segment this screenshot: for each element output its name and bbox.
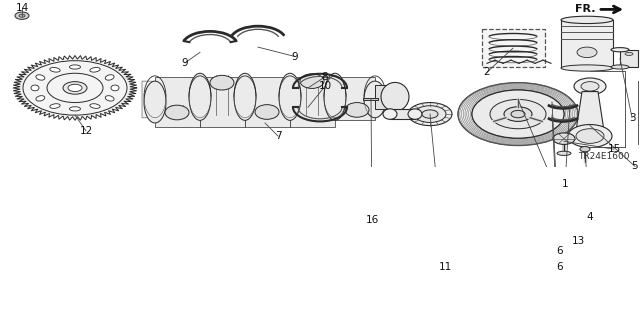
Text: 9: 9 — [182, 58, 188, 68]
Circle shape — [577, 47, 597, 57]
Ellipse shape — [90, 104, 100, 108]
Polygon shape — [363, 98, 378, 100]
Text: 5: 5 — [632, 161, 638, 171]
Ellipse shape — [345, 103, 369, 117]
Ellipse shape — [279, 73, 301, 120]
Text: 11: 11 — [438, 262, 452, 272]
Ellipse shape — [144, 81, 166, 123]
Circle shape — [568, 124, 612, 148]
Text: 6: 6 — [557, 262, 563, 272]
Circle shape — [472, 90, 564, 138]
Circle shape — [23, 61, 127, 115]
Circle shape — [19, 14, 25, 17]
Circle shape — [47, 73, 103, 103]
Ellipse shape — [31, 85, 39, 91]
Ellipse shape — [625, 52, 633, 56]
Text: 16: 16 — [365, 215, 379, 225]
Ellipse shape — [300, 74, 324, 88]
Ellipse shape — [324, 73, 346, 120]
Ellipse shape — [611, 65, 629, 69]
Ellipse shape — [36, 96, 45, 101]
Text: 4: 4 — [587, 212, 593, 222]
Ellipse shape — [383, 109, 397, 119]
Circle shape — [472, 90, 564, 138]
Text: 12: 12 — [79, 126, 93, 136]
Text: 14: 14 — [15, 3, 29, 13]
Ellipse shape — [90, 68, 100, 72]
Circle shape — [408, 103, 452, 126]
Text: FR.: FR. — [575, 4, 596, 14]
Ellipse shape — [234, 73, 256, 120]
Ellipse shape — [105, 75, 114, 80]
Text: TR24E1600: TR24E1600 — [579, 152, 630, 161]
Ellipse shape — [50, 68, 60, 72]
Text: 7: 7 — [275, 131, 282, 141]
Ellipse shape — [70, 107, 81, 111]
Ellipse shape — [189, 73, 211, 120]
Circle shape — [553, 133, 575, 145]
Ellipse shape — [557, 151, 571, 155]
Circle shape — [68, 84, 82, 92]
Circle shape — [490, 100, 546, 129]
Ellipse shape — [36, 75, 45, 80]
Ellipse shape — [381, 82, 409, 111]
Ellipse shape — [50, 104, 60, 108]
Ellipse shape — [408, 109, 422, 119]
Circle shape — [414, 106, 446, 122]
Polygon shape — [576, 92, 604, 135]
Circle shape — [511, 110, 525, 118]
Polygon shape — [335, 78, 375, 120]
Polygon shape — [482, 29, 545, 67]
Text: 8: 8 — [322, 72, 328, 82]
Text: 10: 10 — [319, 81, 332, 91]
Circle shape — [15, 12, 29, 19]
Polygon shape — [375, 85, 395, 109]
Polygon shape — [155, 78, 200, 127]
Polygon shape — [390, 109, 415, 119]
Text: 6: 6 — [557, 246, 563, 256]
Ellipse shape — [111, 85, 119, 91]
Circle shape — [422, 110, 438, 118]
Ellipse shape — [364, 81, 386, 118]
Circle shape — [458, 83, 578, 145]
Ellipse shape — [561, 65, 613, 71]
Text: 3: 3 — [628, 113, 636, 123]
Text: 13: 13 — [572, 236, 584, 246]
Polygon shape — [620, 50, 638, 67]
Text: 1: 1 — [562, 179, 568, 189]
Circle shape — [574, 78, 606, 95]
Circle shape — [576, 129, 604, 143]
Ellipse shape — [255, 105, 279, 119]
Ellipse shape — [105, 96, 114, 101]
Circle shape — [580, 146, 590, 152]
Text: 9: 9 — [292, 51, 298, 62]
Circle shape — [581, 82, 599, 91]
Ellipse shape — [210, 75, 234, 90]
Polygon shape — [13, 56, 137, 120]
Polygon shape — [245, 78, 290, 127]
Polygon shape — [142, 81, 390, 118]
Ellipse shape — [70, 65, 81, 69]
Circle shape — [63, 82, 87, 94]
Circle shape — [504, 107, 532, 122]
Ellipse shape — [611, 48, 629, 52]
Ellipse shape — [165, 105, 189, 120]
Text: 15: 15 — [607, 144, 621, 154]
Text: 2: 2 — [484, 67, 490, 77]
Polygon shape — [290, 78, 335, 127]
Polygon shape — [200, 78, 245, 127]
Polygon shape — [561, 20, 613, 68]
Ellipse shape — [561, 16, 613, 24]
